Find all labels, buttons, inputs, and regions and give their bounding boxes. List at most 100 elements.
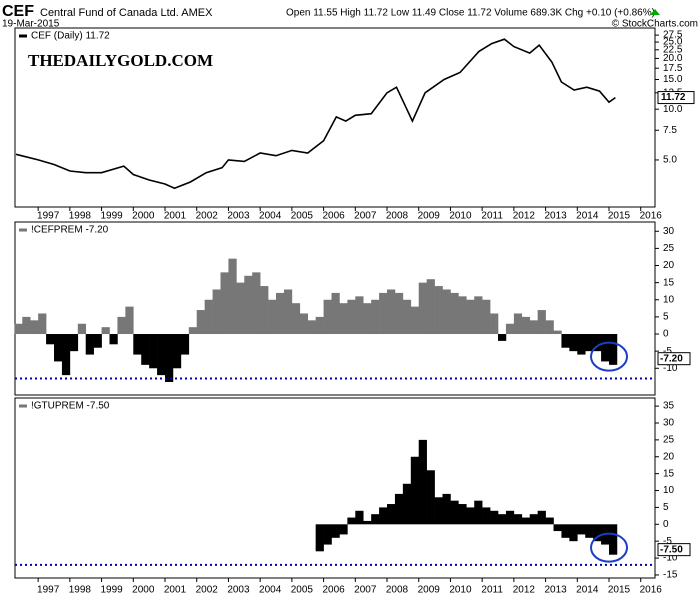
x-tick-label: 2001 <box>164 585 187 596</box>
bar <box>474 296 483 335</box>
bar <box>212 289 221 335</box>
bar <box>474 500 483 525</box>
y-tick-label: -5 <box>663 346 672 357</box>
y-tick-label: 5.0 <box>663 155 677 166</box>
y-tick-label: 20 <box>663 260 675 271</box>
bar <box>307 320 316 335</box>
bar <box>276 292 285 335</box>
x-tick-label: 2006 <box>322 211 345 222</box>
bar <box>204 299 213 335</box>
bar <box>260 286 269 335</box>
x-tick-label: 1998 <box>69 211 92 222</box>
date: 19-Mar-2015 <box>2 19 60 30</box>
y-tick-label: 27.5 <box>663 30 683 41</box>
bar <box>347 517 356 525</box>
source: © StockCharts.com <box>612 19 698 30</box>
panel-frame <box>14 221 656 396</box>
x-tick-label: 2005 <box>291 585 314 596</box>
bar <box>93 334 102 348</box>
bar <box>505 323 515 335</box>
y-tick-label: 25 <box>663 435 675 446</box>
x-tick-label: 2000 <box>132 211 155 222</box>
x-tick-label: 2014 <box>576 585 599 596</box>
highlight-circle <box>590 341 629 372</box>
watermark: THEDAILYGOLD.COM <box>28 51 213 70</box>
y-tick-label: 10 <box>663 294 675 305</box>
bar <box>537 310 546 335</box>
bar <box>355 296 364 335</box>
panel-frame <box>14 27 656 208</box>
x-tick-label: 2009 <box>418 211 441 222</box>
bar <box>379 507 388 525</box>
bar <box>442 289 451 335</box>
bar <box>609 524 618 555</box>
bar <box>30 320 39 335</box>
bar <box>577 524 586 535</box>
bar <box>394 493 404 525</box>
bar <box>101 327 110 335</box>
highlight-circle <box>590 532 629 563</box>
bar <box>268 299 277 335</box>
x-tick-label: 2002 <box>196 585 219 596</box>
y-tick-label: -10 <box>663 553 678 564</box>
bar <box>513 514 523 525</box>
bar <box>125 306 134 335</box>
bar <box>466 507 475 525</box>
bar <box>363 303 372 335</box>
last-value-label: -7.50 <box>660 544 683 555</box>
y-tick-label: 7.5 <box>663 125 677 136</box>
x-tick-label: 1999 <box>100 585 123 596</box>
bar <box>387 504 396 525</box>
bar <box>537 510 546 525</box>
x-tick-label: 2016 <box>640 211 663 222</box>
bar <box>561 334 570 348</box>
last-value-label: -7.20 <box>660 353 683 364</box>
bar <box>450 500 459 525</box>
bar <box>402 483 412 525</box>
y-tick-label: 15 <box>663 277 675 288</box>
bar <box>228 258 237 335</box>
x-tick-label: 2013 <box>544 585 567 596</box>
x-tick-label: 2000 <box>132 585 155 596</box>
bar <box>299 313 309 335</box>
bar <box>410 456 420 525</box>
bar <box>482 507 491 525</box>
bar <box>77 323 87 335</box>
x-tick-label: 2012 <box>513 585 536 596</box>
x-tick-label: 2015 <box>608 211 631 222</box>
bar <box>46 334 55 345</box>
bar <box>434 286 443 335</box>
x-tick-label: 2015 <box>608 585 631 596</box>
bar <box>252 272 261 335</box>
x-tick-label: 2003 <box>227 585 250 596</box>
bar <box>426 279 435 335</box>
quote: Open 11.55 High 11.72 Low 11.49 Close 11… <box>286 8 655 19</box>
y-tick-label: 0 <box>663 519 669 530</box>
bar <box>426 470 435 525</box>
y-tick-label: 30 <box>663 418 675 429</box>
bar <box>323 299 332 335</box>
bar <box>61 334 71 376</box>
x-tick-label: 2010 <box>449 211 472 222</box>
bar <box>38 313 47 335</box>
x-tick-label: 2011 <box>481 211 503 222</box>
x-tick-label: 1997 <box>37 585 60 596</box>
bar <box>244 275 253 335</box>
x-tick-label: 2016 <box>640 585 663 596</box>
x-tick-label: 2007 <box>354 211 377 222</box>
bar <box>521 517 531 525</box>
bar <box>593 524 602 542</box>
symbol: CEF <box>2 3 34 20</box>
y-tick-label: 35 <box>663 401 675 412</box>
bar <box>569 524 578 542</box>
bar <box>402 299 412 335</box>
bar <box>577 334 586 355</box>
bar <box>339 303 348 335</box>
y-tick-label: 30 <box>663 226 675 237</box>
x-tick-label: 1999 <box>100 211 123 222</box>
bar <box>466 299 475 335</box>
x-tick-label: 2006 <box>322 585 345 596</box>
x-tick-label: 2007 <box>354 585 377 596</box>
bar <box>236 282 245 335</box>
